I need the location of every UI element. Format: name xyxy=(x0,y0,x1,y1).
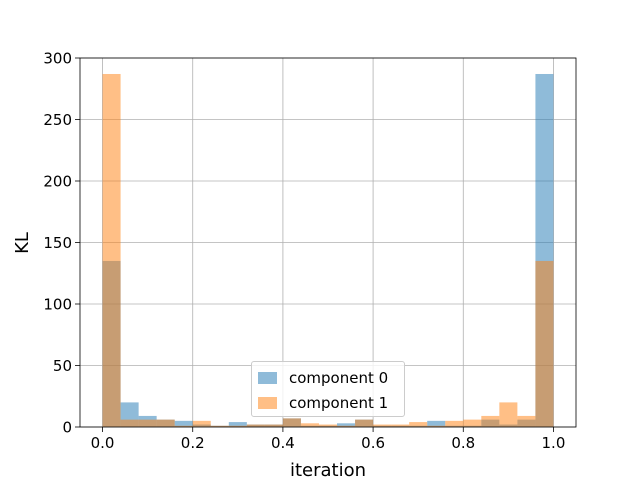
legend-label-component-1: component 1 xyxy=(289,394,389,412)
bar-component-1 xyxy=(517,415,536,427)
x-tick-label: 0.2 xyxy=(181,434,205,452)
x-tick-label: 0.6 xyxy=(361,434,385,452)
bar-component-1 xyxy=(535,260,554,427)
x-axis-label: iteration xyxy=(290,460,366,480)
bar-component-0 xyxy=(174,420,193,427)
bar-component-1 xyxy=(445,420,464,427)
y-tick-label: 150 xyxy=(43,234,72,252)
x-ticks: 0.0 0.2 0.4 0.6 0.8 1.0 xyxy=(91,427,566,452)
y-tick-label: 200 xyxy=(43,173,72,191)
bar-component-1 xyxy=(174,425,193,427)
bar-component-0 xyxy=(228,422,247,427)
x-tick-label: 1.0 xyxy=(542,434,566,452)
y-tick-label: 100 xyxy=(43,296,72,314)
bar-component-1 xyxy=(282,418,301,427)
bar-component-1 xyxy=(337,425,356,427)
bar-component-1 xyxy=(318,424,338,427)
legend-item-component-1: component 1 xyxy=(258,393,388,413)
y-tick-label: 50 xyxy=(53,357,72,375)
bar-component-1 xyxy=(120,419,139,427)
y-axis-label: KL xyxy=(12,232,33,254)
bar-component-1 xyxy=(355,419,374,427)
bar-component-1 xyxy=(228,425,247,427)
y-tick-label: 300 xyxy=(43,50,72,68)
bar-component-1 xyxy=(138,419,157,427)
bars xyxy=(102,73,554,428)
x-tick-label: 0.4 xyxy=(271,434,295,452)
bar-component-1 xyxy=(156,419,175,427)
bar-component-1 xyxy=(427,425,446,427)
series-1 xyxy=(102,73,554,428)
y-tick-label: 250 xyxy=(43,111,72,129)
bar-component-1 xyxy=(264,424,283,427)
y-tick-label: 0 xyxy=(62,419,72,437)
bar-component-0 xyxy=(337,423,356,427)
bar-component-1 xyxy=(192,420,211,427)
bar-component-1 xyxy=(300,423,319,427)
bar-component-1 xyxy=(210,425,229,427)
bar-component-1 xyxy=(499,402,518,427)
legend-swatch-component-0 xyxy=(258,372,277,384)
legend-item-component-0: component 0 xyxy=(258,368,388,388)
bar-component-0 xyxy=(427,420,446,427)
bar-component-1 xyxy=(246,424,265,427)
legend: component 0 component 1 xyxy=(251,361,405,417)
bar-component-1 xyxy=(391,424,410,427)
bar-component-1 xyxy=(102,73,121,428)
bar-component-1 xyxy=(481,415,500,427)
y-ticks: 0 50 100 150 200 250 300 xyxy=(43,50,80,437)
bar-component-1 xyxy=(373,424,392,427)
bar-component-1 xyxy=(463,419,482,427)
bar-component-1 xyxy=(409,422,428,427)
legend-swatch-component-1 xyxy=(258,397,277,409)
legend-label-component-0: component 0 xyxy=(289,369,389,387)
x-tick-label: 0.8 xyxy=(451,434,475,452)
x-tick-label: 0.0 xyxy=(91,434,115,452)
